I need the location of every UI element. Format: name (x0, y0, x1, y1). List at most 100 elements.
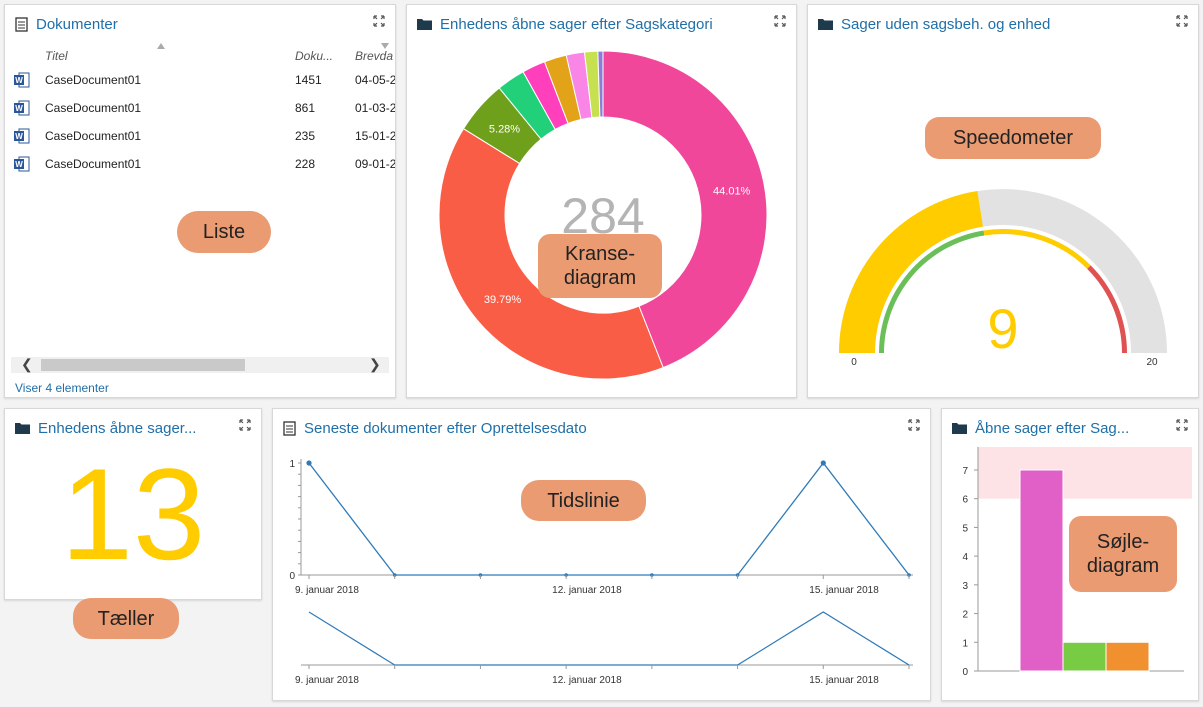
folder-icon (952, 423, 967, 434)
y-tick-label: 0 (289, 571, 295, 582)
gauge-band (1087, 265, 1127, 353)
y-tick-label: 2 (962, 610, 968, 621)
donut-slice[interactable] (597, 50, 604, 118)
gauge-band (983, 228, 1091, 269)
plot-band (978, 447, 1192, 499)
counter-panel-title: Enhedens åbne sager... (38, 419, 197, 437)
row-date: 15-01-2 (355, 129, 396, 143)
expand-icon[interactable] (908, 419, 920, 431)
folder-icon (818, 19, 833, 30)
bar[interactable] (1019, 469, 1064, 672)
y-tick-label: 1 (289, 459, 295, 470)
y-tick-label: 6 (962, 495, 968, 506)
navigator-tick-label: 9. januar 2018 (295, 675, 359, 686)
gauge-min-label: 0 (851, 357, 857, 368)
word-document-icon: W (14, 128, 30, 144)
row-number: 228 (295, 157, 316, 171)
counter-panel: Enhedens åbne sager... 13 (4, 408, 262, 600)
gauge-value-arc (839, 191, 983, 353)
y-tick-label: 1 (962, 638, 968, 649)
callout-list: Liste (177, 211, 271, 253)
x-tick-label: 15. januar 2018 (809, 585, 879, 596)
callout-gauge: Speedometer (925, 117, 1101, 159)
expand-icon[interactable] (373, 15, 385, 27)
timeline-chart: 0 1 9. januar 2018 12. januar 2018 15. janua… (289, 459, 913, 686)
gauge-max-label: 20 (1146, 357, 1158, 368)
timeline-point[interactable] (820, 460, 826, 466)
expand-icon[interactable] (239, 419, 251, 431)
callout-bar: Søjle- diagram (1069, 516, 1177, 592)
row-title: CaseDocument01 (45, 101, 142, 115)
bar[interactable] (1062, 641, 1107, 672)
row-title: CaseDocument01 (45, 129, 142, 143)
document-icon (15, 16, 28, 32)
documents-panel-title: Dokumenter (36, 15, 118, 33)
documents-panel: Dokumenter Titel Doku... Brevda W CaseDo… (4, 4, 396, 398)
navigator-tick-label: 12. januar 2018 (552, 675, 622, 686)
svg-text:W: W (15, 160, 23, 169)
y-tick-label: 7 (962, 466, 968, 477)
donut-slice[interactable] (438, 128, 664, 380)
donut-panel-header: Enhedens åbne sager efter Sagskategori (417, 13, 768, 35)
y-tick-label: 4 (962, 552, 968, 563)
callout-bar-line1: Søjle- (1096, 531, 1150, 553)
x-tick-label: 12. januar 2018 (552, 585, 622, 596)
expand-icon[interactable] (774, 15, 786, 27)
donut-chart: 44.01%39.79%5.28% 284 (438, 50, 768, 380)
expand-icon[interactable] (1176, 15, 1188, 27)
gauge-band (879, 230, 985, 353)
table-row[interactable]: W CaseDocument01 1451 04-05-2 (5, 66, 395, 94)
gauge-panel-header: Sager uden sagsbeh. og enhed (818, 13, 1170, 35)
document-icon (283, 420, 296, 436)
donut-panel: Enhedens åbne sager efter Sagskategori 4… (406, 4, 797, 398)
documents-panel-header: Dokumenter (15, 13, 367, 35)
row-number: 1451 (295, 73, 322, 87)
donut-data-label: 44.01% (713, 186, 751, 198)
folder-icon (15, 423, 30, 434)
row-title: CaseDocument01 (45, 157, 142, 171)
column-header-date[interactable]: Brevda (355, 49, 394, 63)
bar-panel-header: Åbne sager efter Sag... (952, 417, 1170, 439)
row-number: 861 (295, 101, 316, 115)
svg-text:W: W (15, 104, 23, 113)
y-tick-label: 3 (962, 581, 968, 592)
svg-text:W: W (15, 132, 23, 141)
scroll-left-icon[interactable]: ❮ (21, 356, 33, 372)
navigator-series-line[interactable] (308, 611, 910, 666)
x-tick-label: 9. januar 2018 (295, 585, 359, 596)
row-number: 235 (295, 129, 316, 143)
bar[interactable] (1105, 641, 1150, 672)
horizontal-scrollbar[interactable]: ❮ ❯ (11, 356, 389, 373)
callout-donut-line2: diagram (563, 267, 637, 289)
scroll-right-icon[interactable]: ❯ (369, 356, 381, 372)
row-title: CaseDocument01 (45, 73, 142, 87)
column-header-number[interactable]: Doku... (295, 49, 334, 63)
callout-donut-line1: Kranse- (564, 243, 636, 265)
y-tick-label: 0 (962, 667, 968, 678)
word-document-icon: W (14, 100, 30, 116)
table-header: Titel Doku... Brevda (5, 43, 395, 67)
column-header-title[interactable]: Titel (45, 49, 68, 63)
donut-slice[interactable] (602, 50, 768, 369)
sort-ascending-icon (157, 43, 165, 49)
expand-icon[interactable] (1176, 419, 1188, 431)
callout-timeline: Tidslinie (521, 480, 646, 521)
y-tick-label: 5 (962, 523, 968, 534)
timeline-point[interactable] (306, 460, 312, 466)
table-row[interactable]: W CaseDocument01 861 01-03-2 (5, 94, 395, 122)
table-row[interactable]: W CaseDocument01 235 15-01-2 (5, 122, 395, 150)
scrollbar-thumb[interactable] (41, 359, 245, 371)
row-date: 09-01-2 (355, 157, 396, 171)
word-document-icon: W (14, 156, 30, 172)
word-document-icon: W (14, 72, 30, 88)
donut-data-label: 39.79% (484, 294, 522, 306)
table-row[interactable]: W CaseDocument01 228 09-01-2 (5, 150, 395, 178)
sort-descending-icon (381, 43, 389, 49)
callout-donut: Kranse- diagram (538, 234, 662, 298)
timeline-panel-header: Seneste dokumenter efter Oprettelsesdato (283, 417, 902, 439)
donut-data-label: 5.28% (489, 124, 520, 136)
gauge-value: 9 (987, 297, 1018, 360)
navigator-tick-label: 15. januar 2018 (809, 675, 879, 686)
gauge-chart: 9 0 20 (839, 189, 1167, 368)
folder-icon (417, 19, 432, 30)
